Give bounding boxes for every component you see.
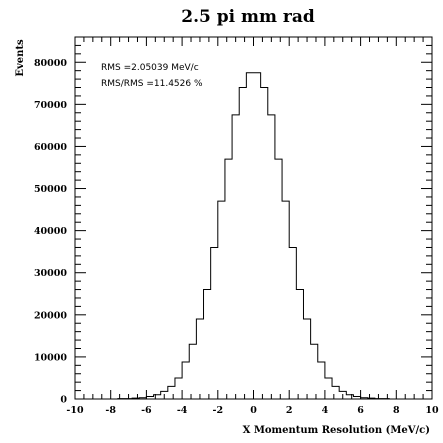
y-tick-label: 80000 [34,58,67,69]
x-tick-label: -6 [141,405,152,416]
x-tick-label: 8 [393,405,400,416]
plot-frame [74,36,433,400]
chart-title: 2.5 pi mm rad [181,7,315,27]
stat-rms: RMS =2.05039 MeV/c [101,63,199,73]
x-tick-label: -10 [66,405,84,416]
histogram-outline [75,72,432,400]
y-tick-label: 30000 [34,268,67,279]
x-tick-label: 0 [250,405,257,416]
y-tick-label: 70000 [34,100,67,111]
x-axis-title: X Momentum Resolution (MeV/c) [243,425,430,436]
y-tick-label: 50000 [34,184,67,195]
y-tick-label: 10000 [34,352,67,363]
x-tick-label: 2 [286,405,293,416]
y-tick-label: 20000 [34,310,67,321]
axis-ticks [74,36,433,400]
y-tick-label: 40000 [34,226,67,237]
x-tick-label: 6 [357,405,364,416]
x-tick-label: 10 [425,405,439,416]
y-tick-label: 0 [60,395,67,406]
x-tick-label: -2 [213,405,224,416]
x-tick-label: -8 [105,405,116,416]
y-tick-label: 60000 [34,142,67,153]
x-tick-label: -4 [177,405,188,416]
stat-rms-ratio: RMS/RMS =11.4526 % [101,79,203,89]
x-tick-label: 4 [322,405,329,416]
tick-labels: -10 -8 -6 -4 -2 0 2 4 6 8 10 0 10000 20000 30000 40000 5… [34,58,439,416]
y-axis-title: Events [15,39,26,77]
